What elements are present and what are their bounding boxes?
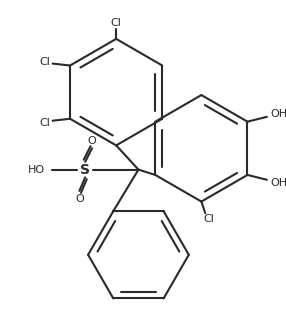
- Text: Cl: Cl: [204, 214, 214, 224]
- Text: Cl: Cl: [39, 57, 50, 67]
- Text: OH: OH: [270, 178, 286, 188]
- Text: OH: OH: [270, 109, 286, 119]
- Text: HO: HO: [28, 165, 45, 175]
- Text: Cl: Cl: [39, 117, 50, 128]
- Text: O: O: [88, 135, 96, 146]
- Text: Cl: Cl: [111, 18, 122, 28]
- Text: O: O: [75, 194, 84, 203]
- Text: S: S: [80, 163, 90, 177]
